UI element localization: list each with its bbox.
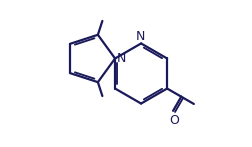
Text: N: N <box>135 30 144 43</box>
Text: O: O <box>168 114 178 127</box>
Text: N: N <box>116 52 125 65</box>
